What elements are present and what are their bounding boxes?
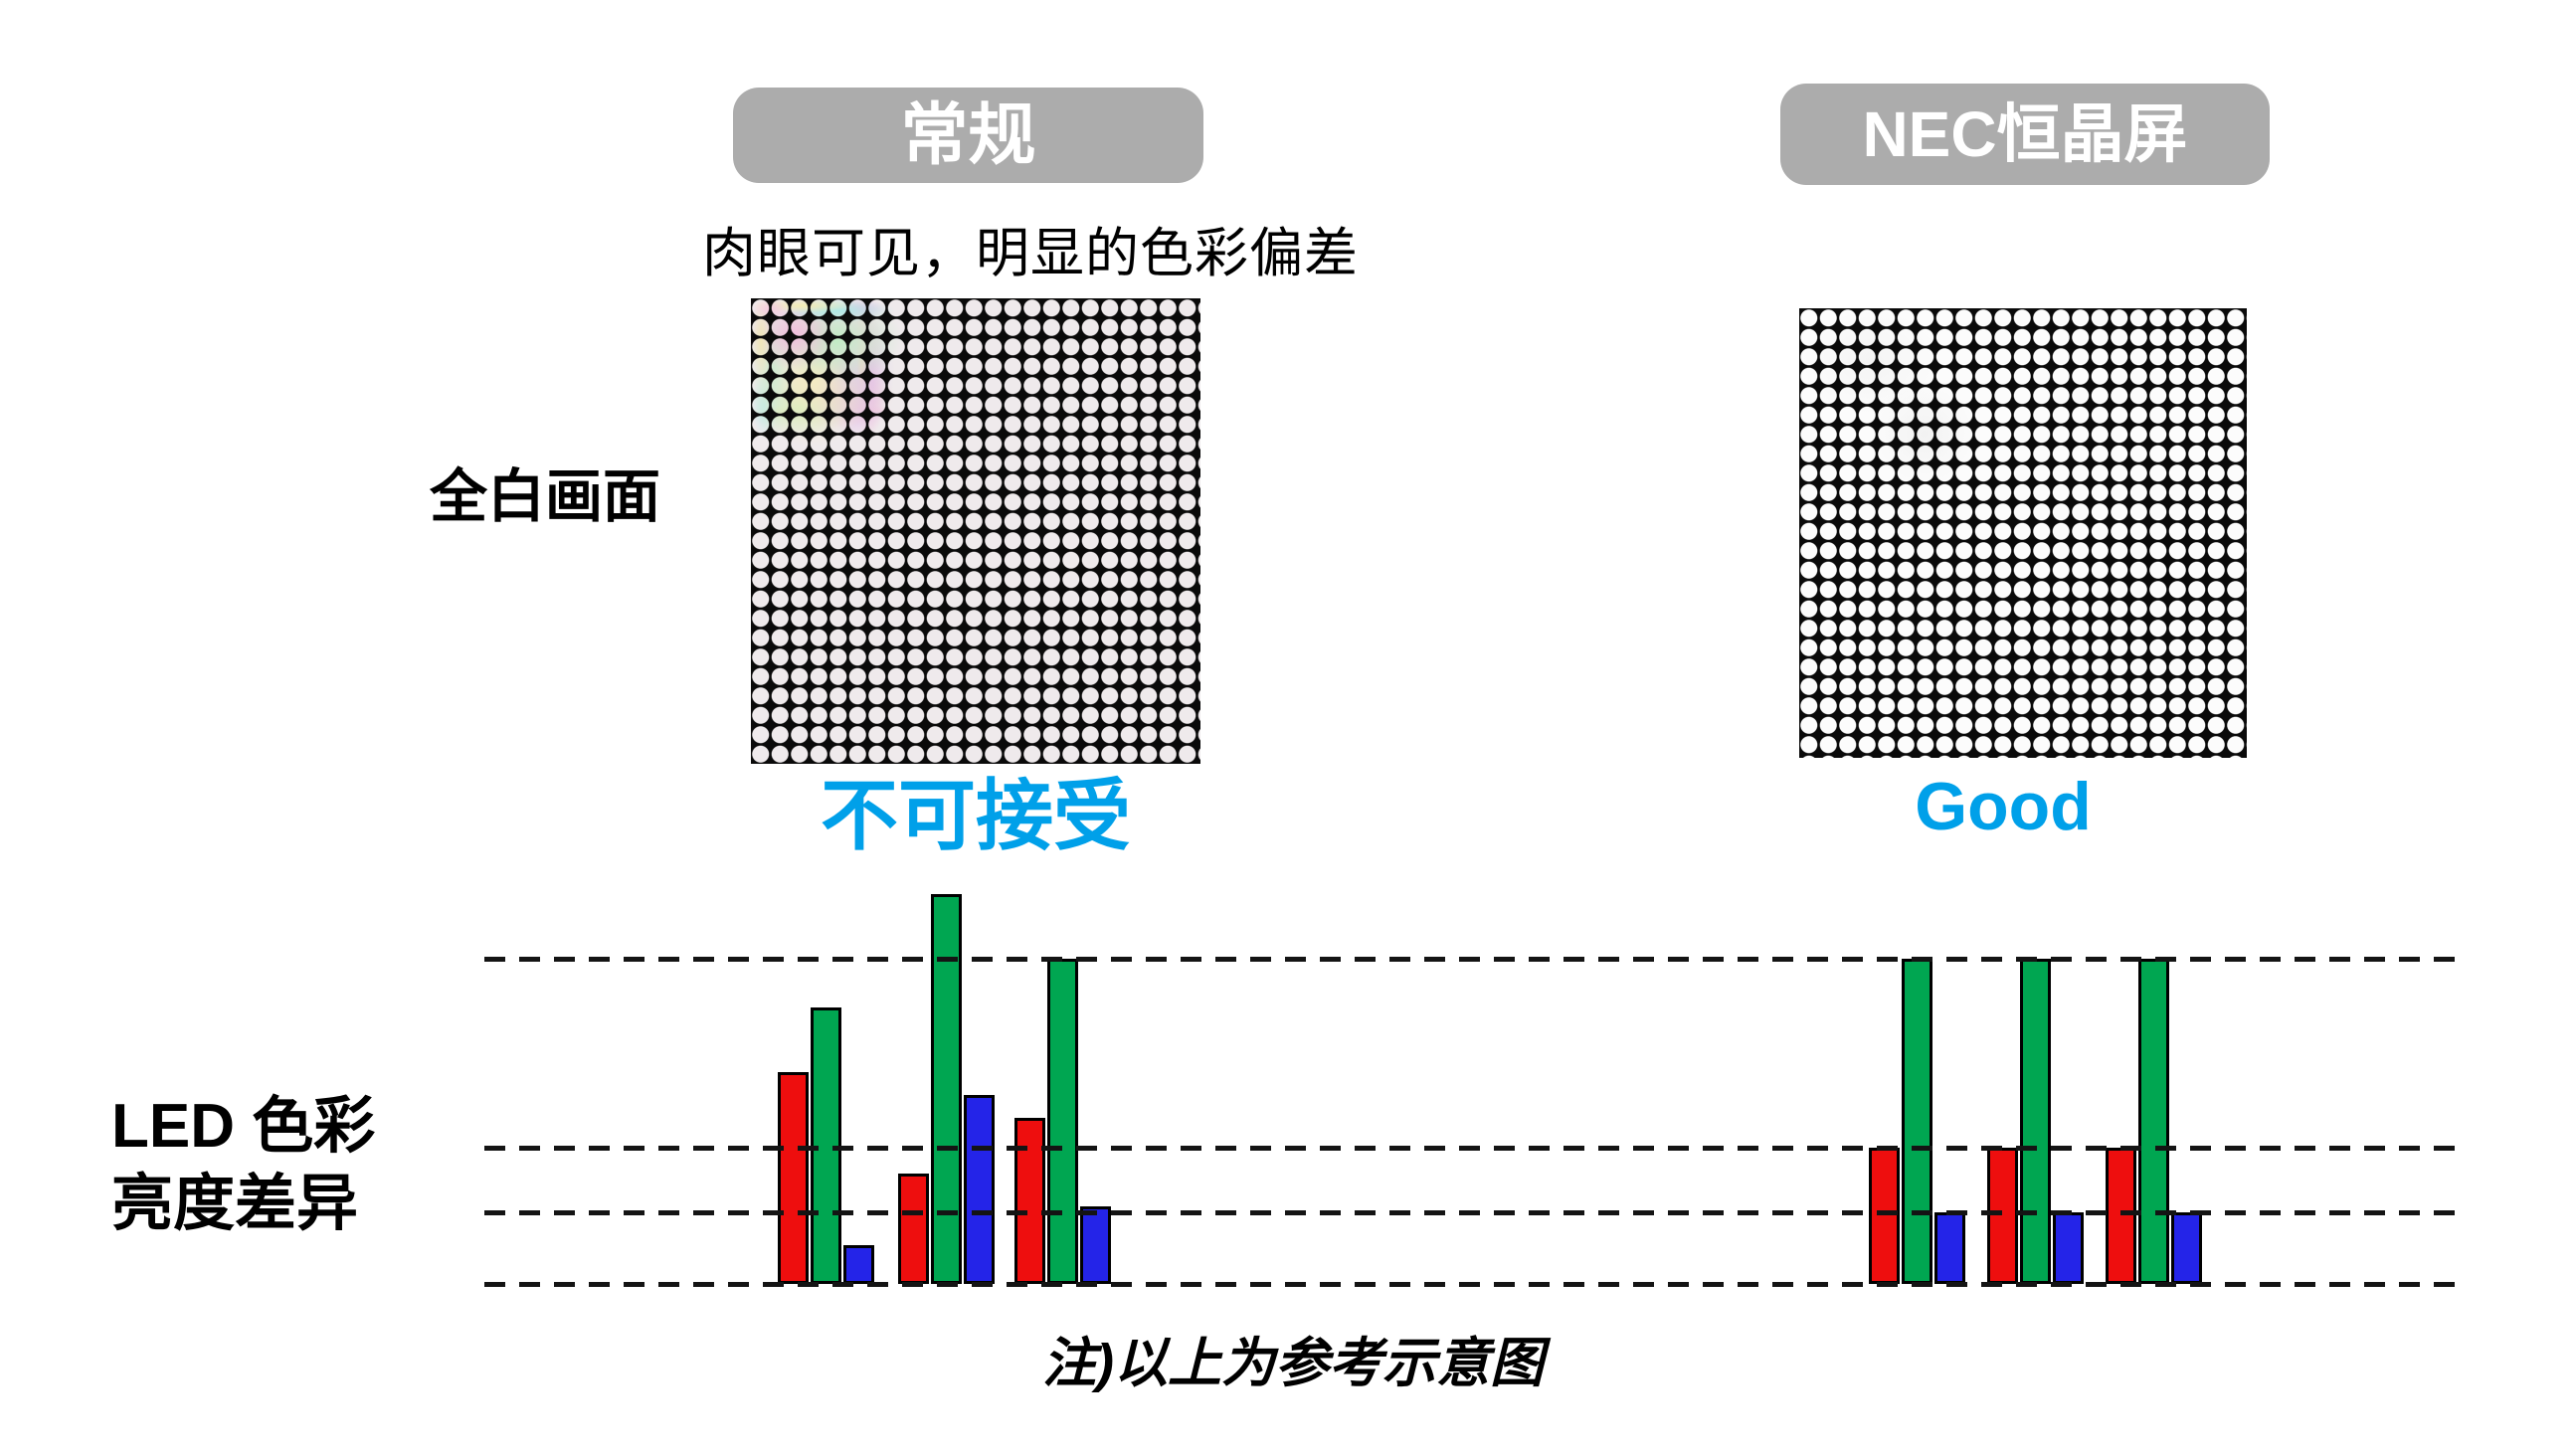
row-label-white-screen: 全白画面	[430, 464, 661, 529]
led-matrix-nec-image	[1799, 308, 2247, 758]
bar-green-pixel-2-nec	[2020, 959, 2051, 1284]
verdict-nec: Good	[1915, 769, 2092, 844]
row-label-led-brightness-line2: 亮度差异	[111, 1170, 359, 1238]
bar-red-pixel-2-nec	[1987, 1148, 2018, 1284]
gridline-42	[484, 1146, 2464, 1151]
led-matrix-conventional-image	[751, 298, 1200, 764]
color-deviation-caption: 肉眼可见，明显的色彩偏差	[702, 224, 1359, 283]
bar-blue-pixel-3-conventional	[1080, 1206, 1111, 1284]
gridline-0	[484, 1282, 2464, 1287]
gridline-100	[484, 957, 2464, 962]
footnote: 注)以上为参考示意图	[1042, 1334, 1544, 1393]
bar-green-pixel-3-nec	[2138, 959, 2169, 1284]
bar-blue-pixel-1-conventional	[843, 1245, 874, 1284]
gridline-22	[484, 1210, 2464, 1215]
bar-red-pixel-2-conventional	[898, 1174, 929, 1284]
bar-green-pixel-1-nec	[1902, 959, 1932, 1284]
bar-red-pixel-1-conventional	[778, 1072, 809, 1284]
bar-green-pixel-3-conventional	[1047, 959, 1078, 1284]
bar-green-pixel-2-conventional	[931, 894, 962, 1284]
bar-blue-pixel-1-nec	[1934, 1212, 1965, 1284]
verdict-conventional: 不可接受	[820, 772, 1131, 859]
column-header-conventional: 常规	[733, 88, 1203, 183]
bar-blue-pixel-2-nec	[2053, 1212, 2084, 1284]
bar-red-pixel-3-nec	[2106, 1148, 2136, 1284]
bar-red-pixel-1-nec	[1869, 1148, 1900, 1284]
bar-blue-pixel-2-conventional	[964, 1095, 995, 1284]
column-header-nec: NEC恒晶屏	[1780, 84, 2270, 185]
bar-red-pixel-3-conventional	[1014, 1118, 1045, 1284]
row-label-led-brightness-line1: LED 色彩	[111, 1092, 376, 1161]
row-label-led-brightness: LED 色彩 亮度差异	[111, 1088, 375, 1243]
bar-blue-pixel-3-nec	[2171, 1212, 2202, 1284]
